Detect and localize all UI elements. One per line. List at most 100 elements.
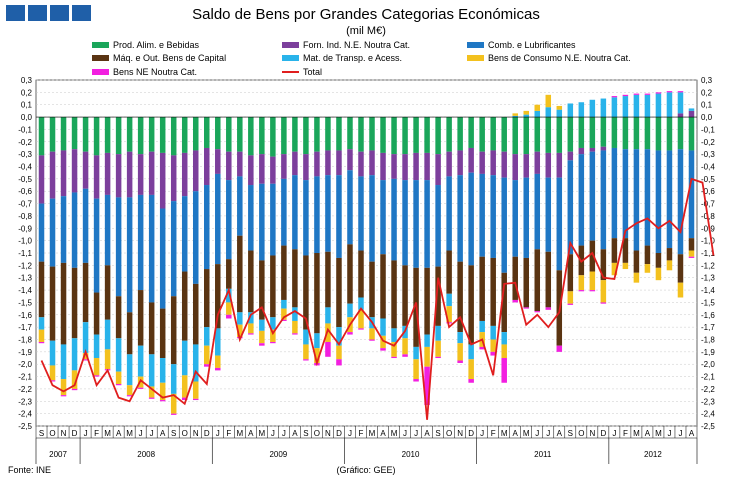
bar-segment-fuel	[237, 176, 243, 236]
bar-segment-fuel	[259, 183, 265, 261]
bar-segment-industrial	[545, 152, 552, 178]
bar-segment-food	[435, 117, 441, 155]
x-month-label: J	[480, 429, 484, 438]
x-month-label: O	[49, 429, 55, 438]
bar-segment-industrial	[424, 152, 430, 181]
bar-segment-machinery	[226, 259, 232, 289]
y-tick-label-right: -0,6	[701, 187, 715, 196]
bar-segment-machinery	[281, 245, 287, 300]
bar-segment-fuel	[270, 183, 276, 256]
y-tick-label-left: -2,4	[18, 410, 32, 419]
y-tick-label-left: -0,8	[18, 212, 32, 221]
bar-segment-machinery	[259, 260, 265, 320]
bar-segment-transport	[534, 110, 541, 118]
bar-segment-other	[347, 332, 353, 335]
x-month-label: N	[325, 429, 331, 438]
y-tick-label-right: -0,4	[701, 163, 715, 172]
bar-segment-consumer	[468, 359, 474, 380]
bar-segment-other	[688, 256, 695, 258]
source-note: Fonte: INE	[8, 465, 52, 475]
y-tick-label-left: -0,5	[18, 175, 32, 184]
x-year-label: 2012	[644, 450, 662, 459]
bar-segment-industrial	[270, 156, 276, 184]
bar-segment-food	[325, 117, 331, 151]
x-month-label: A	[380, 429, 386, 438]
x-month-label: F	[491, 429, 496, 438]
bar-segment-industrial	[181, 152, 188, 197]
x-month-label: N	[457, 429, 463, 438]
bar-segment-food	[336, 117, 342, 151]
bar-segment-machinery	[137, 290, 144, 346]
x-year-label: 2009	[269, 450, 287, 459]
bar-segment-machinery	[567, 254, 574, 292]
bar-segment-machinery	[248, 250, 254, 313]
legend-item-transport: Mat. de Transp. e Acess.	[282, 53, 402, 63]
bar-segment-consumer	[93, 358, 100, 376]
bar-segment-food	[49, 117, 56, 152]
bar-segment-transport	[181, 340, 188, 376]
legend-swatch	[282, 55, 299, 61]
bar-segment-machinery	[435, 266, 441, 326]
x-month-label: J	[546, 429, 550, 438]
plot-frame	[35, 79, 698, 427]
bar-segment-fuel	[303, 180, 309, 256]
bar-segment-machinery	[633, 250, 640, 273]
legend-swatch	[467, 55, 484, 61]
bar-segment-consumer	[303, 344, 309, 360]
x-month-label: D	[204, 429, 210, 438]
bar-segment-industrial	[556, 152, 563, 178]
bar-segment-fuel	[292, 175, 298, 250]
bar-segment-other	[325, 341, 331, 357]
x-month-label: J	[348, 429, 352, 438]
y-tick-label-right: -2,3	[701, 397, 715, 406]
bar-segment-industrial	[413, 152, 419, 181]
bar-segment-other	[303, 359, 309, 361]
bar-segment-industrial	[215, 149, 221, 174]
bar-segment-fuel	[170, 201, 177, 297]
x-month-label: F	[359, 429, 364, 438]
bar-segment-other	[93, 375, 100, 377]
y-tick-label-left: -1,1	[18, 249, 32, 258]
bar-segment-other	[622, 94, 629, 97]
bar-segment-fuel	[479, 173, 485, 257]
bar-segment-transport	[347, 303, 353, 318]
bar-segment-industrial	[93, 155, 100, 199]
bar-segment-transport	[38, 317, 45, 330]
x-month-label: F	[94, 429, 99, 438]
bar-segment-industrial	[501, 151, 507, 178]
series-total-line	[40, 177, 715, 420]
bar-segment-consumer	[424, 346, 430, 367]
y-tick-label-right: -0,1	[701, 125, 715, 134]
bar-segment-fuel	[204, 185, 210, 270]
legend-item-fuel: Comb. e Lubrificantes	[467, 40, 576, 50]
x-month-label: D	[600, 429, 606, 438]
bar-segment-consumer	[115, 371, 122, 384]
bar-segment-other	[556, 345, 563, 352]
bar-segment-transport	[137, 345, 144, 377]
bar-segment-consumer	[325, 323, 331, 342]
y-tick-label-left: -1,3	[18, 274, 32, 283]
bar-segment-consumer	[292, 320, 298, 334]
bar-segment-fuel	[446, 176, 452, 251]
x-month-label: M	[369, 429, 376, 438]
x-month-label: S	[568, 429, 573, 438]
bar-segment-transport	[479, 320, 485, 333]
y-tick-label-left: -1,8	[18, 336, 32, 345]
bar-segment-consumer	[82, 353, 89, 360]
bar-segment-food	[115, 117, 122, 155]
bar-segment-other	[82, 359, 89, 361]
bar-segment-industrial	[314, 151, 320, 177]
bar-segment-other	[170, 413, 177, 415]
bar-segment-fuel	[567, 160, 574, 255]
bar-segment-machinery	[666, 248, 673, 261]
y-tick-label-left: -1,0	[18, 237, 32, 246]
credit-note: (Gráfico: GEE)	[336, 465, 396, 475]
legend-item-other: Bens NE Noutra Cat.	[92, 67, 197, 77]
bar-segment-other	[424, 366, 430, 405]
bar-segment-industrial	[369, 150, 375, 176]
bar-segment-other	[490, 351, 496, 356]
bar-segment-consumer	[148, 386, 155, 398]
bar-segment-fuel	[148, 194, 155, 303]
bar-segment-consumer	[281, 308, 287, 320]
bar-segment-industrial	[600, 146, 607, 151]
